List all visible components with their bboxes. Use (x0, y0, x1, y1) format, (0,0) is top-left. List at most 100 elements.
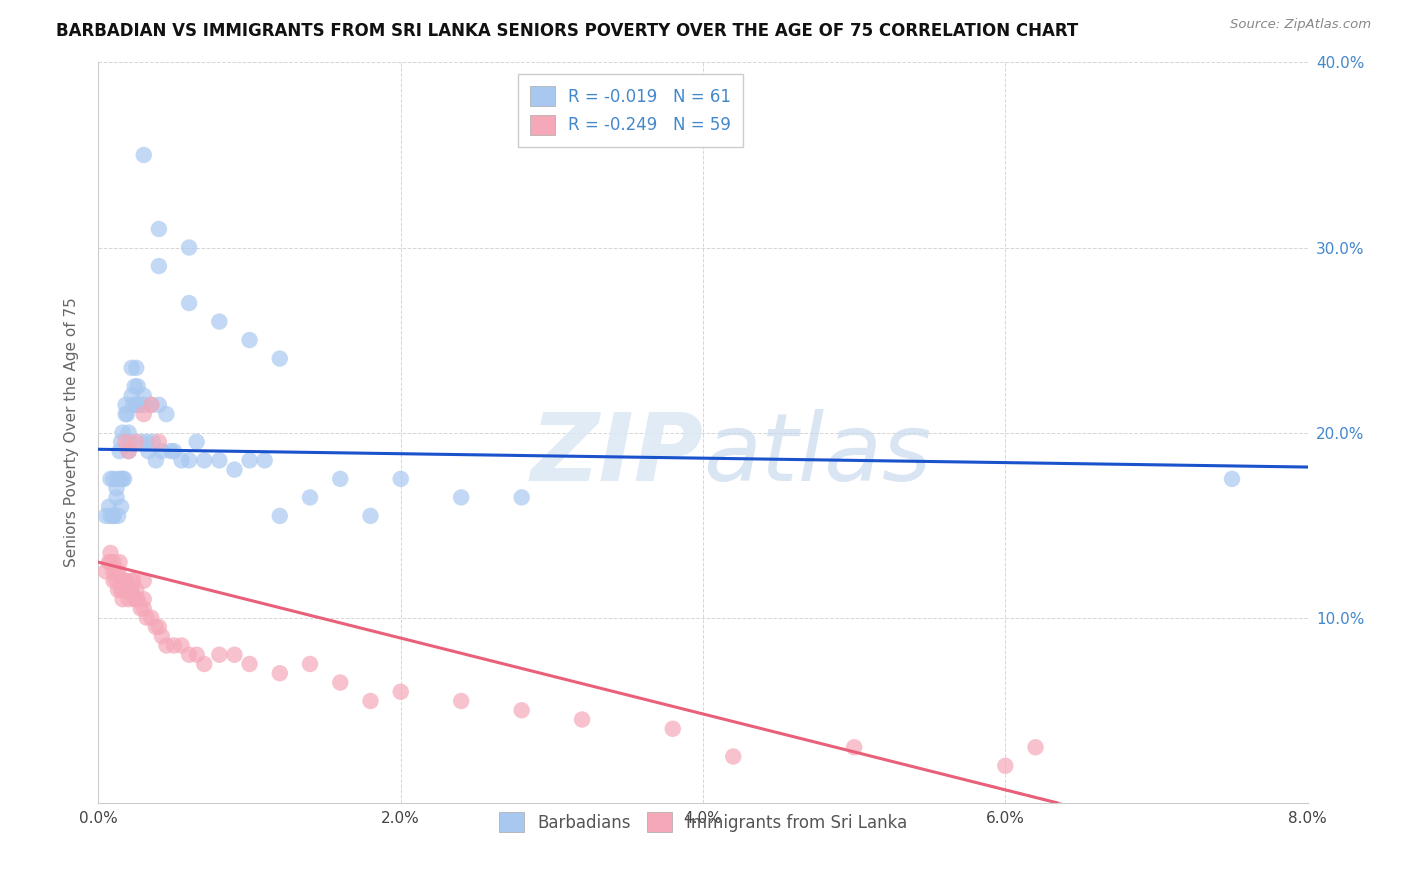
Point (132, 601, 155, 615)
Point (389, 472, 412, 486)
Point (179, 240, 201, 255)
Point (994, 758, 1017, 772)
Point (103, 555, 125, 569)
Point (571, 713, 593, 727)
Point (193, 453, 215, 467)
Point (269, 351, 291, 366)
Point (107, 472, 129, 486)
Point (253, 453, 276, 467)
Point (100, 508, 122, 523)
Point (239, 453, 262, 467)
Point (110, 500, 132, 514)
Point (114, 398, 136, 412)
Point (118, 592, 141, 607)
Point (110, 434, 132, 449)
Point (155, 407, 177, 421)
Point (118, 425, 141, 440)
Point (103, 565, 125, 579)
Point (360, 508, 382, 523)
Point (299, 657, 322, 671)
Point (121, 582, 143, 597)
Point (132, 407, 155, 421)
Point (135, 434, 157, 449)
Point (148, 398, 170, 412)
Point (107, 565, 129, 579)
Point (224, 648, 246, 662)
Point (132, 592, 155, 607)
Point (141, 398, 163, 412)
Point (108, 444, 131, 458)
Point (103, 472, 125, 486)
Point (118, 444, 141, 458)
Point (269, 508, 291, 523)
Point (269, 666, 291, 681)
Point (121, 360, 143, 375)
Point (94, 508, 117, 523)
Point (111, 425, 134, 440)
Text: Source: ZipAtlas.com: Source: ZipAtlas.com (1230, 18, 1371, 31)
Point (125, 592, 148, 607)
Y-axis label: Seniors Poverty Over the Age of 75: Seniors Poverty Over the Age of 75 (65, 298, 79, 567)
Point (299, 491, 322, 505)
Point (179, 453, 201, 467)
Point (360, 694, 382, 708)
Point (125, 582, 148, 597)
Point (118, 444, 141, 458)
Point (112, 472, 135, 486)
Point (132, 388, 155, 402)
Point (170, 453, 193, 467)
Point (105, 565, 128, 579)
Point (108, 555, 131, 569)
Point (114, 407, 136, 421)
Point (1025, 740, 1047, 755)
Point (125, 434, 148, 449)
Point (148, 434, 170, 449)
Point (132, 148, 155, 162)
Point (115, 407, 138, 421)
Point (132, 398, 155, 412)
Point (135, 610, 157, 624)
Point (122, 574, 145, 588)
Point (94, 565, 117, 579)
Point (100, 555, 122, 569)
Legend: Barbadians, Immigrants from Sri Lanka: Barbadians, Immigrants from Sri Lanka (492, 805, 914, 838)
Point (105, 491, 128, 505)
Point (129, 601, 152, 615)
Point (125, 360, 148, 375)
Point (145, 453, 167, 467)
Point (98, 555, 121, 569)
Point (132, 574, 155, 588)
Point (110, 472, 132, 486)
Point (155, 639, 177, 653)
Point (120, 434, 142, 449)
Point (160, 444, 183, 458)
Point (145, 620, 167, 634)
Point (128, 398, 150, 412)
Point (179, 648, 201, 662)
Point (208, 314, 231, 328)
Point (450, 694, 472, 708)
Point (124, 592, 146, 607)
Point (141, 610, 163, 624)
Point (127, 379, 149, 393)
Point (120, 582, 142, 597)
Point (193, 657, 215, 671)
Point (208, 453, 231, 467)
Point (112, 574, 135, 588)
Point (110, 582, 132, 597)
Point (100, 546, 122, 560)
Point (148, 259, 170, 273)
Point (186, 434, 208, 449)
Point (122, 398, 145, 412)
Point (110, 574, 132, 588)
Point (150, 444, 173, 458)
Point (124, 379, 146, 393)
Point (103, 508, 125, 523)
Point (148, 620, 170, 634)
Point (107, 508, 129, 523)
Point (105, 574, 128, 588)
Point (129, 434, 152, 449)
Point (163, 444, 186, 458)
Point (661, 722, 683, 736)
Point (389, 685, 412, 699)
